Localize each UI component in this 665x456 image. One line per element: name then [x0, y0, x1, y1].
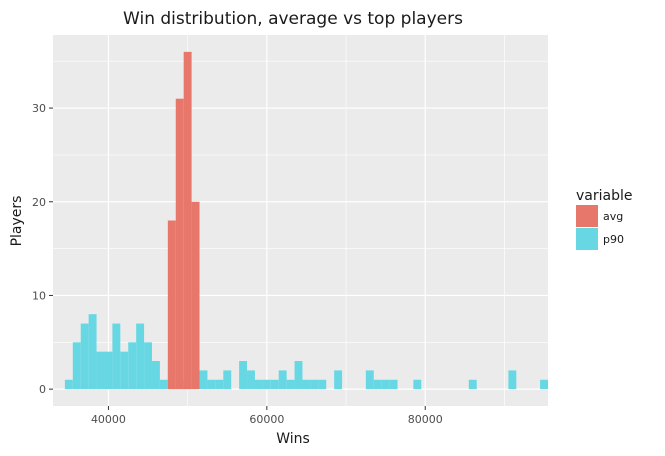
bar-p90: [207, 379, 216, 390]
x-axis-title: Wins: [276, 431, 310, 447]
bar-p90: [159, 379, 168, 390]
bar-p90: [254, 379, 263, 390]
bar-p90: [128, 342, 137, 390]
bar-p90: [310, 379, 319, 390]
bar-p90: [540, 379, 548, 390]
bar-p90: [381, 379, 390, 390]
bar-p90: [334, 370, 343, 390]
bar-p90: [302, 379, 311, 390]
y-axis-ticks: 0 10 20 30: [32, 102, 53, 396]
bar-p90: [199, 370, 208, 390]
bar-avg: [175, 98, 184, 390]
bar-p90: [96, 351, 105, 390]
x-tick-label: 40000: [91, 413, 126, 426]
series-p90: [64, 314, 548, 390]
plot-panel: [53, 35, 548, 406]
bar-p90: [136, 323, 145, 390]
bar-p90: [278, 370, 287, 390]
y-tick-label: 0: [39, 383, 46, 396]
bar-avg: [167, 220, 176, 390]
y-axis-title: Players: [9, 196, 25, 247]
y-tick-label: 20: [32, 196, 46, 209]
bar-p90: [365, 370, 374, 390]
legend-label-p90: p90: [603, 233, 624, 246]
bar-p90: [508, 370, 517, 390]
bar-p90: [318, 379, 327, 390]
bar-p90: [270, 379, 279, 390]
bar-p90: [152, 361, 160, 390]
legend: variable avg p90: [576, 188, 632, 250]
x-tick-label: 80000: [408, 413, 443, 426]
bar-p90: [389, 379, 398, 390]
legend-key-p90: [576, 228, 598, 250]
bar-p90: [144, 342, 152, 390]
bar-p90: [223, 370, 232, 390]
bar-p90: [239, 361, 248, 390]
x-axis-ticks: 40000 60000 80000: [91, 406, 443, 426]
legend-items: avg p90: [576, 205, 624, 250]
bar-p90: [64, 379, 73, 390]
legend-title: variable: [576, 188, 632, 204]
legend-label-avg: avg: [603, 210, 623, 223]
legend-key-avg: [576, 205, 598, 227]
bar-p90: [112, 323, 121, 390]
bar-p90: [215, 379, 224, 390]
series-avg: [167, 51, 200, 390]
bar-p90: [468, 379, 477, 390]
bar-p90: [120, 351, 129, 390]
bar-p90: [373, 379, 382, 390]
bar-p90: [104, 351, 113, 390]
bar-p90: [72, 342, 81, 390]
bar-p90: [294, 361, 303, 390]
y-tick-label: 30: [32, 102, 46, 115]
bar-p90: [286, 379, 295, 390]
y-tick-label: 10: [32, 289, 46, 302]
x-tick-label: 60000: [249, 413, 284, 426]
bar-avg: [191, 201, 200, 390]
bar-p90: [262, 379, 271, 390]
bar-avg: [183, 51, 192, 390]
bar-p90: [80, 323, 89, 390]
bar-p90: [88, 314, 97, 390]
bar-p90: [247, 370, 255, 390]
chart-title: Win distribution, average vs top players: [123, 9, 463, 29]
bar-p90: [413, 379, 422, 390]
